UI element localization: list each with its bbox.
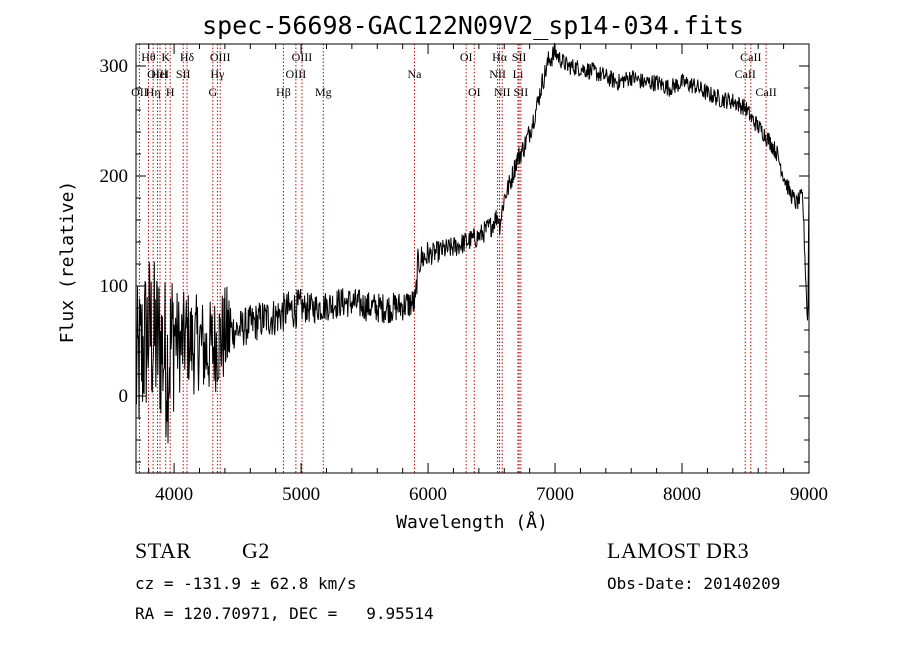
ra-dec-coordinates: RA = 120.70971, DEC = 9.95514 <box>135 604 434 623</box>
spectral-line-label: Hη <box>146 85 161 99</box>
spectral-line-label: SII <box>176 67 191 81</box>
redshift-velocity: cz = -131.9 ± 62.8 km/s <box>135 574 357 593</box>
spectral-line-label: Na <box>407 67 422 81</box>
y-axis-label: Flux (relative) <box>57 181 78 344</box>
spectral-line-label: OIII <box>147 67 168 81</box>
x-tick-label: 8000 <box>663 484 701 505</box>
spectral-line-label: OI <box>460 50 473 64</box>
spectral-line-label: NII <box>494 85 511 99</box>
spectral-line-label: OIII <box>292 50 313 64</box>
chart-title: spec-56698-GAC122N09V2_sp14-034.fits <box>202 11 744 40</box>
spectral-line-label: Hα <box>492 50 508 64</box>
x-tick-label: 6000 <box>409 484 447 505</box>
spectral-line-labels: OII Hθ OIII Hη K HeI H Hδ SII OIII Hγ G Hβ OIII OIII Mg… <box>131 50 777 99</box>
spectral-line-label: SII <box>512 50 527 64</box>
spectral-line-label: CaII <box>740 50 761 64</box>
y-tick-label: 0 <box>119 386 129 407</box>
x-tick-label: 4000 <box>155 484 193 505</box>
spectral-line-label: H <box>166 85 175 99</box>
spectral-line-label: CaII <box>755 85 776 99</box>
y-tick-label: 200 <box>100 166 129 187</box>
spectrum-series-line <box>135 42 810 444</box>
spectral-line-label: OIII <box>210 50 231 64</box>
spectral-line-label: Mg <box>315 85 332 99</box>
spectral-line-markers <box>138 44 767 473</box>
object-class: STAR <box>135 538 192 563</box>
y-tick-label: 100 <box>100 276 129 297</box>
object-subclass: G2 <box>242 538 270 563</box>
spectral-line-label: G <box>208 85 217 99</box>
spectral-line-label: Hγ <box>210 67 225 81</box>
spectral-line-label: Hθ <box>141 50 156 64</box>
survey-name: LAMOST DR3 <box>607 538 750 563</box>
x-tick-label: 5000 <box>282 484 320 505</box>
spectral-line-label: Hβ <box>276 85 291 99</box>
x-axis-label: Wavelength (Å) <box>396 511 548 533</box>
x-tick-label: 9000 <box>790 484 828 505</box>
spectral-line-label: OI <box>468 85 481 99</box>
spectral-line-label: Li <box>513 67 524 81</box>
y-tick-label: 300 <box>100 56 129 77</box>
spectral-line-label: OII <box>131 85 148 99</box>
spectral-line-label: SII <box>514 85 529 99</box>
observation-date: Obs-Date: 20140209 <box>607 574 781 593</box>
plot-frame <box>135 43 810 474</box>
spectral-line-label: K <box>161 50 170 64</box>
spectral-line-label: HeI <box>151 67 169 81</box>
x-axis-ticks: 4000 5000 6000 7000 8000 9000 <box>148 44 828 505</box>
spectral-line-label: CaII <box>735 67 756 81</box>
spectral-line-label: OIII <box>286 67 307 81</box>
spectral-line-label: NII <box>489 67 506 81</box>
x-tick-label: 7000 <box>536 484 574 505</box>
spectral-line-label: Hδ <box>180 50 195 64</box>
y-axis-ticks: 0 100 200 300 <box>100 43 809 463</box>
